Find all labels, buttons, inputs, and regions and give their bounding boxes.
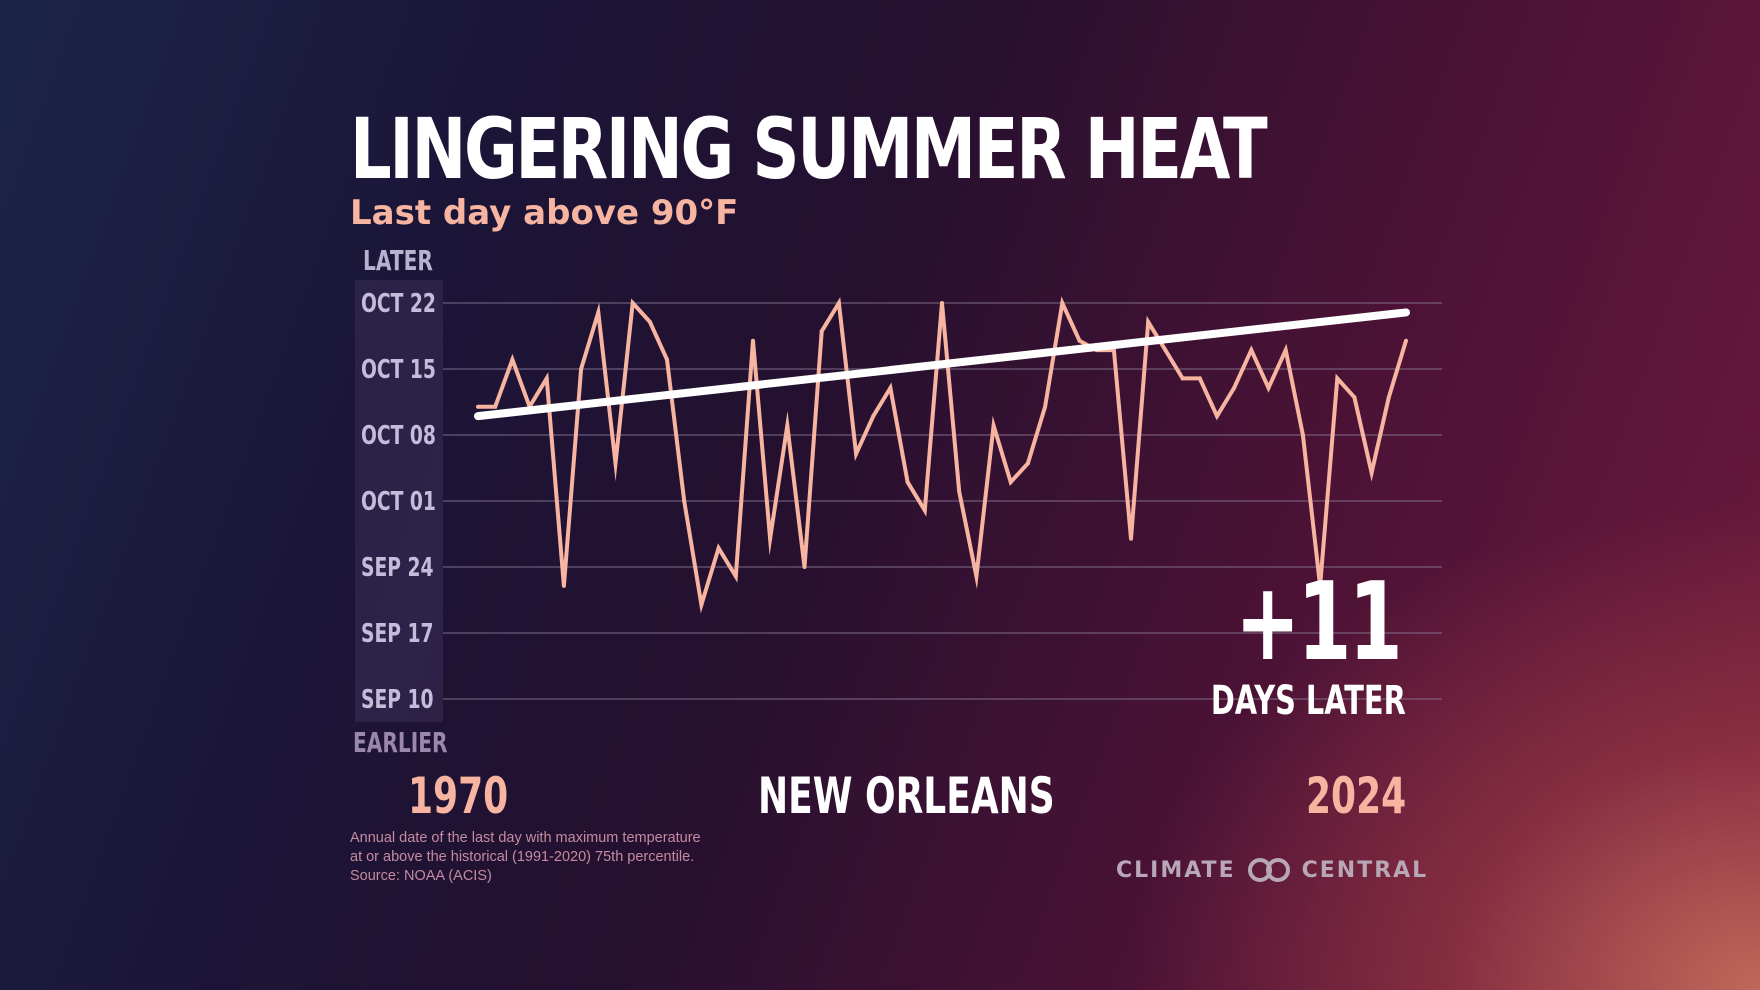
data-point-2019 <box>1318 583 1323 588</box>
data-points <box>476 301 1408 607</box>
y-tick-label: OCT 15 <box>361 355 436 385</box>
x-label-start-year: 1970 <box>408 767 509 825</box>
data-point-2024 <box>1404 338 1408 343</box>
callout-value: +11 <box>1235 560 1403 685</box>
data-point-1994 <box>888 385 893 390</box>
chart-subtitle: Last day above 90°F <box>350 193 739 233</box>
y-axis-panel <box>355 280 443 722</box>
data-point-1988 <box>785 423 790 428</box>
data-point-1995 <box>905 480 910 485</box>
data-point-1970 <box>476 404 480 409</box>
data-point-2001 <box>1008 480 1013 485</box>
data-point-1991 <box>836 301 841 305</box>
x-label-end-year: 2024 <box>1305 767 1406 825</box>
data-point-2000 <box>991 423 996 428</box>
data-point-1999 <box>974 574 979 579</box>
data-point-2008 <box>1129 536 1134 541</box>
y-tick-label: OCT 01 <box>361 487 436 517</box>
data-point-1985 <box>733 574 738 579</box>
data-point-2017 <box>1283 348 1288 353</box>
data-point-2016 <box>1266 385 1271 390</box>
data-point-1980 <box>647 319 652 324</box>
data-point-2013 <box>1214 414 1219 419</box>
y-tick-label: SEP 17 <box>361 619 434 649</box>
data-point-1990 <box>819 329 824 334</box>
source-note-line: at or above the historical (1991-2020) 7… <box>350 849 695 865</box>
data-point-1971 <box>493 404 498 409</box>
logo-text-left: CLIMATE <box>1116 857 1236 883</box>
data-point-1992 <box>854 451 859 456</box>
data-point-1981 <box>665 357 670 362</box>
axis-label-later: LATER <box>363 244 433 277</box>
data-point-1974 <box>544 376 549 381</box>
data-point-2021 <box>1352 395 1357 400</box>
y-tick-label: OCT 08 <box>361 421 436 451</box>
logo-rings-icon <box>1247 858 1290 882</box>
data-point-1989 <box>802 565 807 569</box>
chart-title: LINGERING SUMMER HEAT <box>350 100 1268 198</box>
data-point-2014 <box>1232 385 1237 390</box>
data-point-2023 <box>1386 395 1391 400</box>
data-point-1986 <box>750 338 755 343</box>
data-point-2009 <box>1146 319 1151 324</box>
data-point-2005 <box>1077 338 1082 343</box>
data-point-2018 <box>1300 433 1305 437</box>
data-point-1993 <box>871 414 876 419</box>
data-point-2015 <box>1249 348 1254 353</box>
axis-label-earlier: EARLIER <box>353 726 448 759</box>
data-point-1978 <box>613 461 618 466</box>
data-point-1972 <box>510 357 515 362</box>
data-point-2004 <box>1060 301 1065 305</box>
data-point-1982 <box>682 499 687 503</box>
y-tick-label: SEP 24 <box>361 553 434 583</box>
data-point-1975 <box>561 583 566 588</box>
data-point-2012 <box>1197 376 1202 381</box>
location-label: NEW ORLEANS <box>758 767 1055 825</box>
source-note-line: Annual date of the last day with maximum… <box>350 830 701 846</box>
y-tick-label: SEP 10 <box>361 685 434 715</box>
trend-line <box>474 308 1410 421</box>
data-point-2022 <box>1369 470 1374 475</box>
y-axis-ticks: SEP 10 SEP 17 SEP 24 OCT 01 OCT 08 OCT 15 OCT … <box>361 289 436 715</box>
data-point-1983 <box>699 602 704 607</box>
data-point-1987 <box>768 536 773 541</box>
source-note: Annual date of the last day with maximum… <box>350 829 790 886</box>
data-point-2003 <box>1043 404 1048 409</box>
data-point-1984 <box>716 546 721 551</box>
logo-text-right: CENTRAL <box>1301 857 1429 883</box>
data-point-2010 <box>1163 348 1168 353</box>
callout-label: DAYS LATER <box>1211 678 1406 724</box>
data-point-1998 <box>957 489 962 494</box>
data-point-1997 <box>940 301 944 305</box>
climate-central-logo: CLIMATE CENTRAL <box>1116 857 1428 883</box>
y-tick-label: OCT 22 <box>361 289 436 319</box>
data-point-2011 <box>1180 376 1185 381</box>
data-point-1977 <box>596 310 601 315</box>
data-point-1996 <box>922 508 927 513</box>
data-point-1979 <box>630 301 635 305</box>
data-point-1976 <box>579 367 584 371</box>
data-point-2002 <box>1025 461 1030 466</box>
data-point-2020 <box>1335 376 1340 381</box>
source-note-line: Source: NOAA (ACIS) <box>350 868 492 884</box>
